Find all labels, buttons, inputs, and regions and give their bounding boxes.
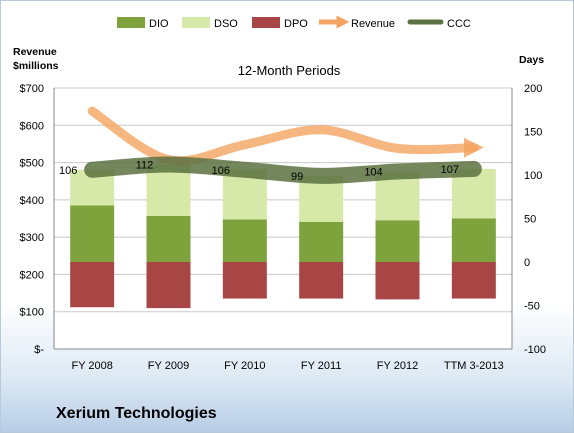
right-tick-label: 150 [524, 127, 542, 139]
x-tick-label: FY 2011 [301, 360, 342, 372]
left-tick-label: $100 [20, 307, 44, 319]
left-tick-label: $300 [20, 232, 44, 244]
right-tick-label: -50 [524, 301, 540, 313]
left-tick-label: $400 [20, 195, 44, 207]
ccc-data-label: 107 [441, 164, 459, 176]
legend-swatch-dio [117, 17, 145, 28]
legend-label-revenue: Revenue [351, 18, 395, 30]
x-tick-label: FY 2008 [71, 360, 112, 372]
legend-label-dso: DSO [214, 18, 238, 30]
left-axis-label-line1: Revenue [13, 46, 57, 58]
bar-dio [146, 215, 191, 262]
ccc-data-label: 104 [364, 167, 382, 179]
company-name: Xerium Technologies [56, 405, 217, 422]
bar-dpo [222, 262, 267, 299]
right-tick-label: 200 [524, 83, 542, 95]
legend-swatch-dpo [252, 17, 280, 28]
bar-dio [70, 205, 115, 262]
left-tick-label: $- [34, 344, 44, 356]
legend-swatch-dso [182, 17, 210, 28]
revenue-line [87, 106, 484, 166]
bar-dio [299, 221, 344, 262]
left-tick-label: $600 [20, 120, 44, 132]
right-tick-label: -100 [524, 344, 546, 356]
ccc-data-label: 106 [212, 165, 230, 177]
bar-dio [222, 219, 267, 262]
ccc-data-label: 112 [136, 160, 154, 172]
bar-dpo [451, 262, 496, 299]
right-tick-label: 50 [524, 214, 536, 226]
lines-layer [84, 106, 484, 184]
left-tick-label: $200 [20, 269, 44, 281]
ccc-data-label: 99 [291, 171, 303, 183]
right-tick-label: 0 [524, 257, 530, 269]
bar-dio [451, 218, 496, 262]
plot-area [54, 88, 512, 349]
legend-label-dpo: DPO [284, 18, 308, 30]
bar-dso [146, 164, 191, 216]
right-axis-label: Days [519, 54, 544, 66]
legend-label-ccc: CCC [447, 18, 471, 30]
bar-dio [375, 220, 420, 262]
bar-dpo [146, 262, 191, 309]
chart-title: 12-Month Periods [238, 63, 341, 78]
x-tick-label: FY 2012 [377, 360, 418, 372]
ccc-data-label: 106 [59, 165, 77, 177]
x-tick-label: TTM 3-2013 [444, 360, 504, 372]
left-tick-label: $700 [20, 83, 44, 95]
left-tick-label: $500 [20, 158, 44, 170]
ccc-line [84, 156, 482, 184]
bars-layer [70, 164, 496, 309]
x-tick-label: FY 2009 [148, 360, 189, 372]
bar-dpo [70, 262, 115, 308]
right-tick-label: 100 [524, 170, 542, 182]
labels-layer: $- $100 $200 $300 $400 $500 $600 $700 -100 -50 0 50… [20, 83, 547, 372]
x-tick-label: FY 2010 [224, 360, 265, 372]
legend: DIO DSO DPO Revenue CCC [117, 15, 471, 30]
bar-dpo [375, 262, 420, 300]
left-axis-label-line2: $millions [13, 60, 59, 72]
legend-label-dio: DIO [149, 18, 169, 30]
bar-dpo [299, 262, 344, 299]
